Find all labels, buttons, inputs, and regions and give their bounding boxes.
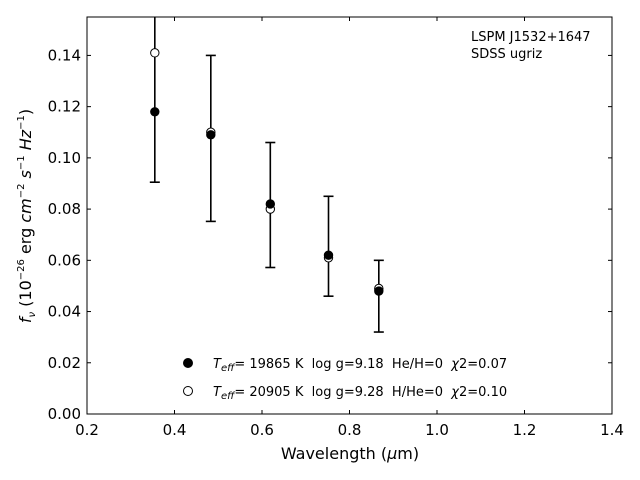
annotation-line-2: SDSS ugriz bbox=[471, 47, 542, 62]
y-tick-label: 0.14 bbox=[48, 46, 81, 64]
y-tick-label: 0.06 bbox=[48, 251, 81, 269]
x-tick-label: 0.4 bbox=[163, 421, 187, 439]
svg-text:Wavelength (μm): Wavelength (μm) bbox=[281, 444, 419, 463]
point-open bbox=[150, 48, 160, 58]
legend-marker-filled bbox=[183, 358, 193, 368]
svg-text:fν (10−26 erg cm−2 s−1 Hz−1): fν (10−26 erg cm−2 s−1 Hz−1) bbox=[16, 109, 38, 323]
error-bars bbox=[149, 17, 384, 333]
y-tick-label: 0.12 bbox=[48, 98, 81, 116]
plot-frame bbox=[86, 16, 613, 415]
y-tick-label: 0.04 bbox=[48, 303, 81, 321]
legend: Teff= 19865 K log g=9.18 He/H=0 χ2=0.07 … bbox=[183, 357, 507, 402]
x-tick-label: 1.2 bbox=[513, 421, 537, 439]
legend-label-1: Teff= 19865 K log g=9.18 He/H=0 χ2=0.07 bbox=[213, 357, 507, 374]
data-points bbox=[150, 48, 384, 296]
point-filled bbox=[206, 130, 216, 140]
y-axis: 0.00 0.02 0.04 0.06 0.08 0.10 0.12 0.14 bbox=[48, 46, 612, 423]
point-filled bbox=[150, 107, 160, 117]
x-tick-label: 0.2 bbox=[75, 421, 99, 439]
x-tick-label: 1.4 bbox=[600, 421, 624, 439]
x-axis: 0.2 0.4 0.6 0.8 1.0 1.2 1.4 bbox=[75, 17, 624, 439]
x-axis-label: Wavelength (μm) bbox=[281, 444, 419, 463]
x-tick-label: 0.8 bbox=[338, 421, 362, 439]
legend-label-2: Teff= 20905 K log g=9.28 H/He=0 χ2=0.10 bbox=[213, 385, 507, 402]
point-filled bbox=[374, 286, 384, 296]
legend-marker-open bbox=[183, 386, 193, 396]
x-tick-label: 0.6 bbox=[250, 421, 274, 439]
y-tick-label: 0.02 bbox=[48, 354, 81, 372]
point-filled bbox=[323, 250, 334, 260]
y-axis-label: fν (10−26 erg cm−2 s−1 Hz−1) bbox=[16, 109, 38, 323]
y-tick-label: 0.10 bbox=[48, 149, 81, 167]
annotation-line-1: LSPM J1532+1647 bbox=[471, 30, 591, 45]
y-tick-label: 0.08 bbox=[48, 200, 81, 218]
point-filled bbox=[265, 199, 276, 209]
y-tick-label: 0.00 bbox=[48, 405, 81, 423]
x-tick-label: 1.0 bbox=[425, 421, 449, 439]
